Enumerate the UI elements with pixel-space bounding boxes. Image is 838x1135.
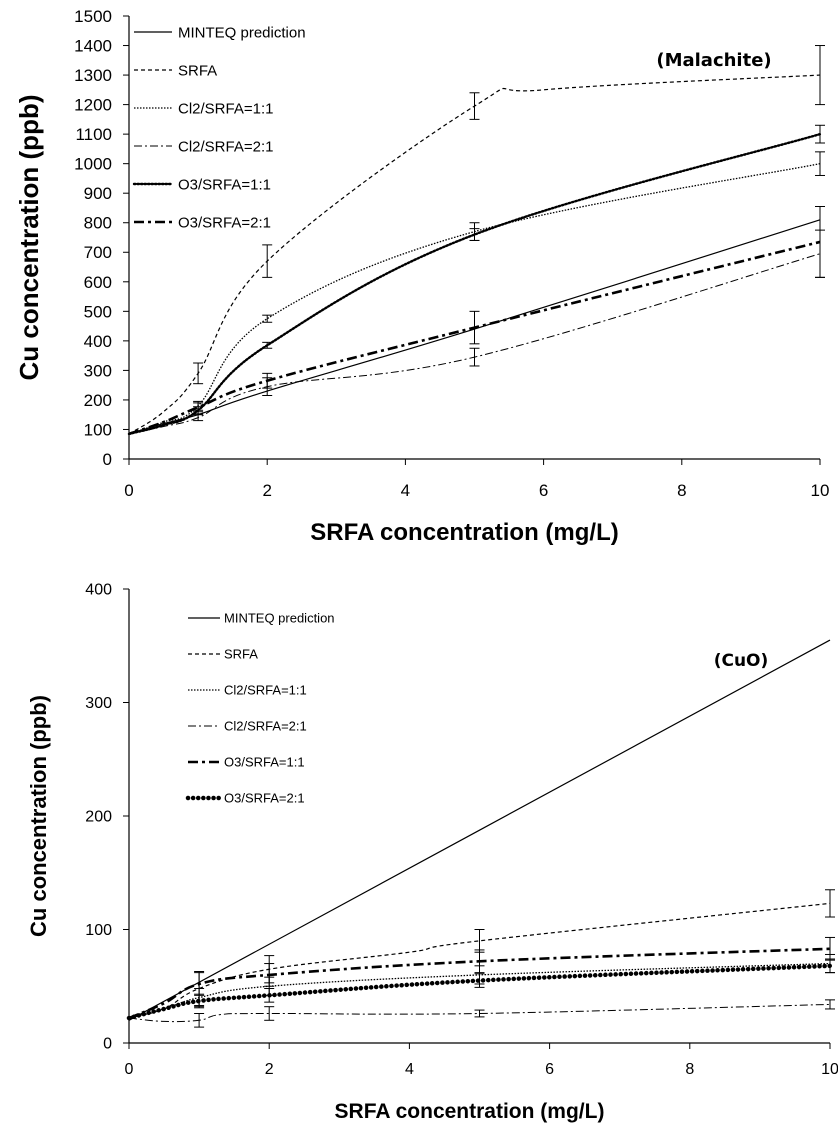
y-tick-label: 100	[85, 922, 112, 939]
legend-label: O3/SRFA=1:1	[178, 176, 271, 193]
y-axis-title: Cu concentration (ppb)	[26, 695, 51, 937]
y-tick-label: 0	[103, 450, 112, 469]
y-tick-label: 200	[84, 391, 112, 410]
series-line-5	[128, 240, 821, 436]
legend-label: Cl2/SRFA=1:1	[178, 100, 273, 117]
x-tick-label: 0	[124, 481, 133, 500]
y-tick-label: 1500	[74, 7, 112, 26]
x-tick-label: 2	[262, 481, 271, 500]
x-tick-label: 6	[545, 1061, 554, 1078]
x-axis-title: SRFA concentration (mg/L)	[310, 519, 618, 546]
x-tick-label: 4	[401, 481, 410, 500]
legend-label: Cl2/SRFA=1:1	[224, 683, 307, 698]
legend-label: O3/SRFA=2:1	[224, 791, 305, 806]
y-tick-label: 800	[84, 214, 112, 233]
y-tick-label: 100	[84, 420, 112, 439]
y-tick-label: 500	[84, 302, 112, 321]
y-tick-label: 700	[84, 243, 112, 262]
y-axis-title: Cu concentration (ppb)	[14, 95, 44, 381]
y-tick-label: 900	[84, 184, 112, 203]
series-line-3	[128, 253, 821, 435]
x-tick-label: 6	[539, 481, 548, 500]
legend-label: MINTEQ prediction	[224, 611, 335, 626]
series-line-2	[128, 163, 821, 435]
y-tick-label: 300	[85, 695, 112, 712]
series-line-3	[128, 1003, 831, 1023]
x-tick-label: 8	[685, 1061, 694, 1078]
x-tick-label: 4	[405, 1061, 414, 1078]
x-tick-label: 8	[677, 481, 686, 500]
y-tick-label: 400	[84, 332, 112, 351]
series-line-1	[128, 74, 821, 435]
chart-title: (Malachite)	[656, 50, 771, 71]
series-line-2	[128, 962, 831, 1019]
series-line-4	[128, 947, 831, 1020]
x-axis-title: SRFA concentration (mg/L)	[335, 1100, 605, 1123]
series-line-0	[128, 639, 831, 1021]
y-tick-label: 1300	[74, 66, 112, 85]
legend-label: SRFA	[178, 62, 217, 79]
chart-cuo: 0 100 200 300 400 0 2 4 6 8 10 SRFA concentration (…	[26, 582, 838, 1123]
y-tick-label: 1400	[74, 36, 112, 55]
y-tick-label: 1200	[74, 96, 112, 115]
x-tick-label: 2	[265, 1061, 274, 1078]
chart-malachite: 0100200300400500600700800900100011001200…	[14, 7, 829, 546]
y-tick-label: 200	[85, 809, 112, 826]
legend-label: O3/SRFA=2:1	[178, 214, 271, 231]
y-tick-label: 400	[85, 582, 112, 599]
series-line-5	[126, 963, 833, 1021]
legend-label: Cl2/SRFA=2:1	[224, 719, 307, 734]
legend-label: MINTEQ prediction	[178, 24, 306, 41]
legend-label: SRFA	[224, 647, 258, 662]
y-tick-label: 0	[103, 1036, 112, 1053]
y-tick-label: 1100	[75, 125, 112, 144]
y-tick-label: 300	[84, 361, 112, 380]
y-tick-label: 1000	[74, 155, 112, 174]
legend-label: Cl2/SRFA=2:1	[178, 138, 273, 155]
y-tick-label: 600	[84, 273, 112, 292]
x-tick-label: 10	[811, 481, 830, 500]
legend-label: O3/SRFA=1:1	[224, 755, 305, 770]
x-tick-label: 10	[821, 1061, 838, 1078]
series-line-1	[128, 902, 831, 1019]
series-line-4	[127, 132, 822, 436]
x-tick-label: 0	[125, 1061, 134, 1078]
chart-title: (CuO)	[714, 651, 769, 671]
